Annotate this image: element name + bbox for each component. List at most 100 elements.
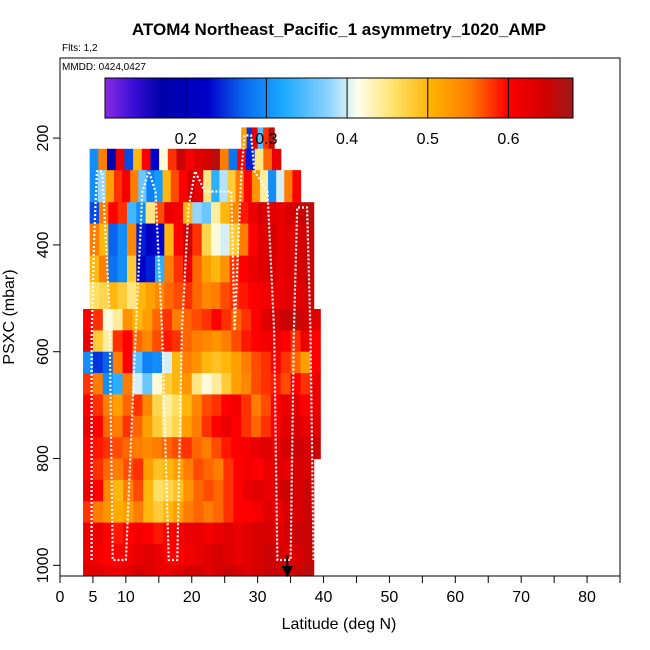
heatmap-cell xyxy=(300,415,311,438)
heatmap-cell xyxy=(83,373,94,396)
heatmap-cell xyxy=(132,373,143,396)
heatmap-cell xyxy=(143,501,154,524)
heatmap-cell xyxy=(185,148,195,171)
heatmap-cell xyxy=(263,127,270,150)
heatmap-cell xyxy=(233,543,245,566)
heatmap-cell xyxy=(257,282,268,310)
heatmap-cell xyxy=(211,308,223,331)
heatmap-cell xyxy=(181,308,193,331)
heatmap-cell xyxy=(260,437,272,460)
heatmap-cell xyxy=(219,170,229,203)
heatmap-cell xyxy=(221,351,232,374)
heatmap-cell xyxy=(163,543,174,566)
flight-track-line xyxy=(90,134,315,562)
heatmap-cell xyxy=(211,148,221,171)
heatmap-cell xyxy=(241,373,252,396)
y-tick-label: 200 xyxy=(35,125,52,152)
heatmap-cell xyxy=(243,458,255,481)
colorbar-rect xyxy=(104,77,574,119)
heatmap-cell xyxy=(133,148,143,171)
heatmap-cell xyxy=(283,458,295,481)
heatmap-cell xyxy=(153,565,164,576)
heatmap-cell xyxy=(273,522,285,545)
heatmap-cell xyxy=(108,282,119,310)
heatmap-cell xyxy=(221,308,232,331)
heatmap-cell xyxy=(210,202,221,225)
heatmap-cell xyxy=(231,437,242,460)
heatmap-cell xyxy=(143,565,154,576)
flights-label: Flts: 1,2 xyxy=(62,43,98,54)
heatmap-cell xyxy=(98,282,109,310)
heatmap-cell xyxy=(300,330,311,353)
heatmap-cell xyxy=(191,373,203,396)
heatmap-cell xyxy=(201,282,212,310)
heatmap-cell xyxy=(126,282,137,310)
heatmap-cell xyxy=(290,394,302,417)
heatmap-cell xyxy=(310,415,321,438)
heatmap-cell xyxy=(223,543,235,566)
heatmap-cell xyxy=(98,255,109,283)
heatmap-cell xyxy=(246,127,253,150)
heatmap-cell xyxy=(132,437,143,460)
heatmap-cell xyxy=(213,543,225,566)
heatmap-cell xyxy=(191,415,203,438)
heatmap-cell xyxy=(112,415,124,438)
heatmap-cell xyxy=(241,351,252,374)
heatmap-cell xyxy=(181,437,193,460)
heatmap-cell xyxy=(294,255,305,283)
heatmap-cell xyxy=(263,543,275,566)
heatmap-cell xyxy=(191,330,203,353)
heatmap-cell xyxy=(221,394,232,417)
colorbar: 0.2 0.3 0.4 0.5 0.6 xyxy=(104,77,574,148)
heatmap-cell xyxy=(152,351,163,374)
heatmap-cell xyxy=(92,330,104,353)
heatmap-cell xyxy=(280,351,292,374)
heatmap-cell xyxy=(152,437,163,460)
heatmap-cell xyxy=(241,394,252,417)
heatmap-cell xyxy=(186,170,196,203)
heatmap-cell xyxy=(229,223,240,257)
colorbar-tick-label: 0.3 xyxy=(255,131,277,148)
heatmap-cell xyxy=(152,394,163,417)
heatmap-cell xyxy=(113,522,124,545)
heatmap-cells xyxy=(83,127,321,576)
heatmap-cell xyxy=(182,255,193,283)
heatmap-cell xyxy=(201,308,213,331)
heatmap-cell xyxy=(229,255,240,283)
heatmap-cell xyxy=(193,543,204,566)
heatmap-cell xyxy=(93,458,104,481)
heatmap-cell xyxy=(103,458,114,481)
heatmap-cell xyxy=(136,223,147,257)
heatmap-cell xyxy=(211,437,223,460)
heatmap-cell xyxy=(195,170,204,203)
heatmap-cell xyxy=(227,170,237,203)
heatmap-cell xyxy=(300,394,311,417)
heatmap-cell xyxy=(294,282,305,310)
heatmap-cell xyxy=(303,565,315,576)
heatmap-cell xyxy=(300,351,311,374)
heatmap-cell xyxy=(122,308,134,331)
heatmap-cell xyxy=(133,565,144,576)
heatmap-cell xyxy=(83,501,94,524)
heatmap-cell xyxy=(133,501,144,524)
heatmap-cell xyxy=(253,565,265,576)
heatmap-cell xyxy=(103,543,114,566)
heatmap-cell xyxy=(162,437,173,460)
heatmap-cell xyxy=(122,415,134,438)
heatmap-cell xyxy=(201,437,213,460)
heatmap-cell xyxy=(152,330,163,353)
heatmap-cell xyxy=(219,148,230,171)
heatmap-cell xyxy=(146,170,156,203)
heatmap-cell xyxy=(103,501,114,524)
heatmap-cell xyxy=(102,415,114,438)
heatmap-cell xyxy=(108,223,119,257)
heatmap-cell xyxy=(123,522,134,545)
heatmap-cell xyxy=(122,437,134,460)
heatmap-cell xyxy=(241,127,248,150)
heatmap-cell xyxy=(173,458,184,481)
heatmap-cell xyxy=(238,223,249,257)
heatmap-cell xyxy=(283,479,295,502)
heatmap-cell xyxy=(303,479,315,502)
heatmap-cell xyxy=(162,330,173,353)
heatmap-cell xyxy=(136,282,147,310)
